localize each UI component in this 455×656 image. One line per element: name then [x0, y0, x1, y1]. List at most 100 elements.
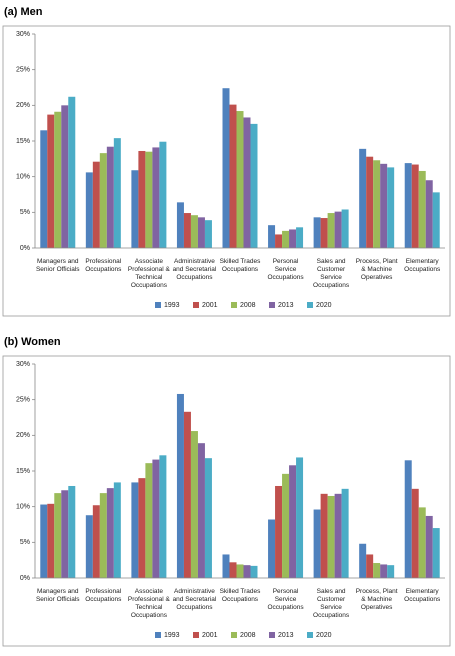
- legend-label: 2008: [240, 632, 256, 639]
- legend-label: 1993: [164, 302, 180, 309]
- bar: [159, 141, 167, 248]
- bar: [359, 148, 367, 248]
- bar: [366, 554, 374, 578]
- bar: [341, 488, 349, 578]
- legend-swatch: [231, 632, 237, 638]
- bar: [92, 505, 100, 578]
- bar: [334, 493, 342, 578]
- bar: [197, 217, 205, 248]
- legend-label: 2013: [278, 302, 294, 309]
- bar: [229, 104, 237, 249]
- chart-frame: [2, 25, 451, 317]
- bar: [373, 160, 381, 248]
- y-tick-label: 0%: [20, 245, 30, 252]
- x-tick-label: Administrative and Secretarial Occupatio…: [172, 258, 217, 281]
- bar: [373, 563, 381, 578]
- bar: [190, 431, 198, 578]
- bar: [92, 161, 100, 248]
- bar: [243, 117, 251, 249]
- x-tick-label: Elementary Occupations: [404, 258, 441, 273]
- y-tick-label: 10%: [16, 504, 30, 511]
- chart-title: (b) Women: [4, 336, 61, 348]
- bar: [176, 393, 184, 578]
- bar: [204, 458, 212, 578]
- bar: [341, 209, 349, 248]
- legend-swatch: [155, 302, 161, 308]
- bar: [47, 503, 55, 578]
- bar: [197, 443, 205, 578]
- bar: [145, 463, 153, 578]
- bar: [432, 192, 440, 248]
- bar: [40, 130, 48, 248]
- bar: [85, 515, 93, 578]
- legend-label: 2020: [316, 302, 332, 309]
- bar: [425, 515, 433, 578]
- bar: [236, 564, 244, 578]
- x-tick-label: Managers and Senior Officials: [35, 588, 80, 603]
- legend-swatch: [193, 302, 199, 308]
- bar: [334, 211, 342, 248]
- bar: [296, 227, 304, 248]
- bar: [131, 170, 139, 248]
- y-tick-label: 5%: [20, 539, 30, 546]
- x-tick-label: Personal Service Occupations: [267, 588, 304, 611]
- bar: [222, 554, 230, 578]
- bar: [387, 565, 395, 578]
- bar: [106, 146, 114, 248]
- legend-label: 2001: [202, 302, 218, 309]
- bar: [418, 507, 426, 578]
- bar: [99, 493, 107, 578]
- bar: [54, 493, 62, 578]
- x-tick-label: Process, Plant & Machine Operatives: [355, 588, 398, 611]
- x-tick-label: Sales and Customer Service Occupations: [313, 258, 350, 289]
- bar: [282, 230, 290, 248]
- bar: [54, 111, 62, 249]
- bar: [152, 459, 160, 578]
- y-tick-label: 15%: [16, 468, 30, 475]
- legend-swatch: [307, 632, 313, 638]
- y-tick-label: 25%: [16, 397, 30, 404]
- x-tick-label: Sales and Customer Service Occupations: [313, 588, 350, 619]
- x-tick-label: Associate Professional & Technical Occup…: [127, 588, 170, 619]
- x-tick-label: Managers and Senior Officials: [35, 258, 80, 273]
- bar: [243, 565, 251, 578]
- bar: [176, 202, 184, 248]
- bar: [432, 528, 440, 578]
- bar: [85, 172, 93, 248]
- bar: [411, 488, 419, 578]
- bar: [425, 180, 433, 248]
- bar: [61, 105, 69, 248]
- legend-label: 2008: [240, 302, 256, 309]
- y-tick-label: 30%: [16, 361, 30, 368]
- bar: [268, 225, 276, 248]
- bar: [380, 564, 388, 578]
- legend-label: 1993: [164, 632, 180, 639]
- bar: [327, 213, 335, 248]
- legend-swatch: [193, 632, 199, 638]
- bar: [404, 163, 412, 248]
- bar: [113, 138, 121, 248]
- bar: [320, 218, 328, 248]
- legend-swatch: [155, 632, 161, 638]
- bar: [152, 147, 160, 248]
- y-tick-label: 30%: [16, 31, 30, 38]
- bar: [250, 123, 258, 248]
- bar: [327, 495, 335, 578]
- y-tick-label: 20%: [16, 432, 30, 439]
- bar: [313, 217, 321, 248]
- legend-swatch: [269, 632, 275, 638]
- bar: [359, 543, 367, 578]
- x-tick-label: Skilled Trades Occupations: [219, 588, 261, 603]
- legend-swatch: [231, 302, 237, 308]
- bar: [190, 215, 198, 248]
- bar: [289, 229, 297, 248]
- bar: [47, 114, 55, 249]
- bar: [183, 411, 191, 578]
- bar: [131, 482, 139, 578]
- x-tick-label: Process, Plant & Machine Operatives: [355, 258, 398, 281]
- bar: [380, 163, 388, 248]
- bar: [138, 478, 146, 578]
- x-tick-label: Elementary Occupations: [404, 588, 441, 603]
